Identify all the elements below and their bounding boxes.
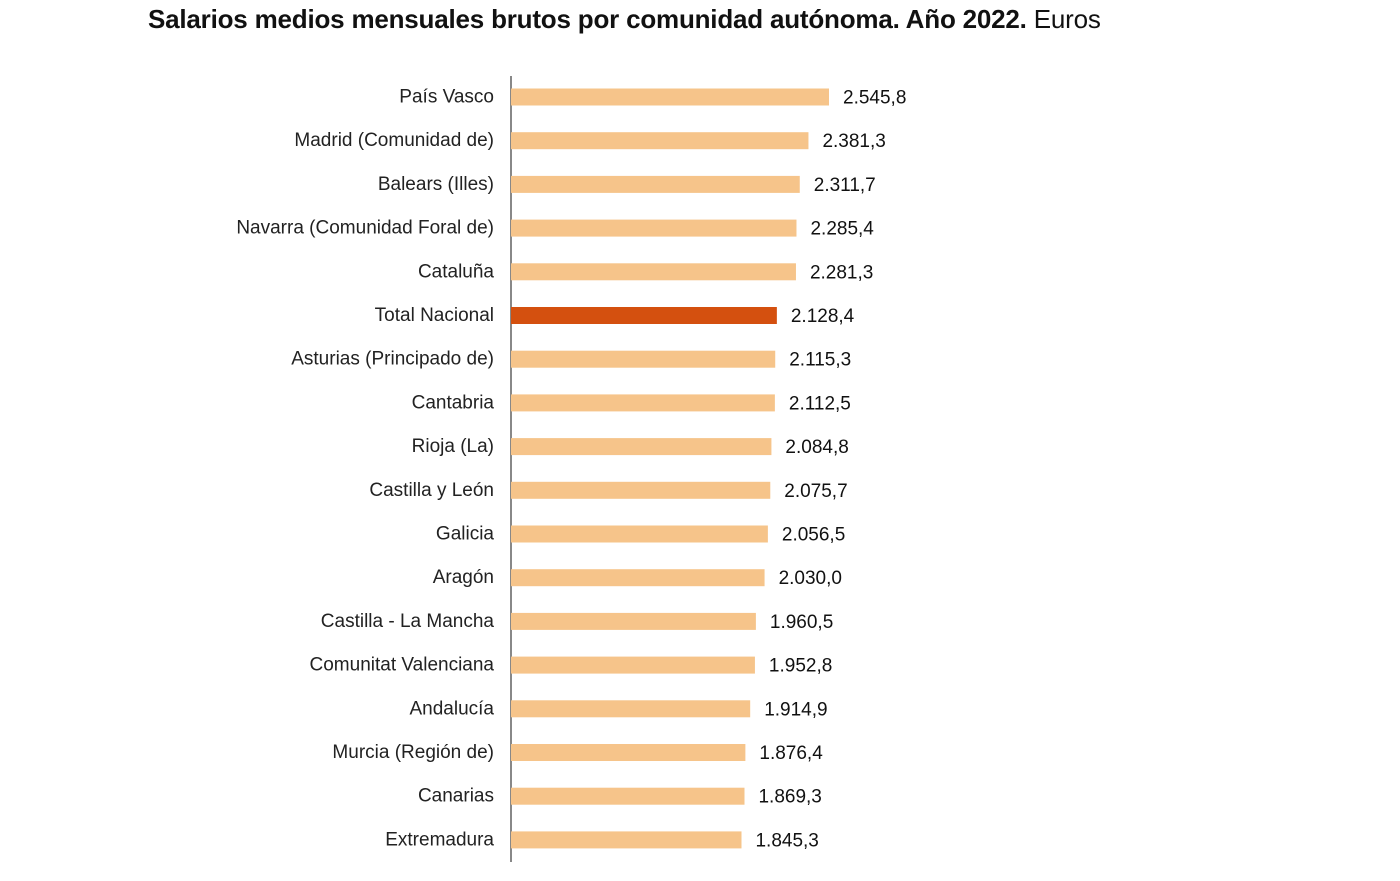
bar: [511, 612, 756, 630]
bar: [511, 219, 797, 237]
bar: [511, 656, 755, 674]
bar: [511, 744, 746, 761]
chart-title: Salarios medios mensuales brutos por com…: [148, 4, 1101, 35]
value-label: 2.030,0: [779, 568, 842, 589]
value-label: 2.084,8: [785, 437, 848, 458]
value-label: 2.075,7: [784, 481, 847, 502]
chart-title-unit: Euros: [1033, 4, 1101, 34]
category-label: Aragón: [433, 567, 494, 588]
value-label: 2.381,3: [822, 131, 885, 152]
category-label: Cataluña: [418, 261, 494, 282]
category-label: Castilla y León: [369, 480, 494, 501]
value-label: 1.869,3: [758, 787, 821, 808]
value-label: 1.876,4: [759, 743, 823, 764]
category-label: Galicia: [436, 524, 495, 545]
value-label: 1.914,9: [764, 699, 827, 720]
category-label: Murcia (Región de): [332, 742, 494, 763]
bar: [511, 263, 796, 281]
category-label: Cantabria: [412, 392, 495, 413]
bar-highlight: [511, 307, 777, 324]
category-label: País Vasco: [399, 87, 494, 108]
value-label: 1.952,8: [769, 656, 832, 677]
value-label: 2.112,5: [789, 393, 851, 414]
value-label: 2.056,5: [782, 525, 845, 546]
category-label: Andalucía: [409, 698, 494, 719]
value-label: 2.545,8: [843, 88, 906, 109]
bar: [511, 175, 800, 193]
value-label: 2.311,7: [814, 175, 876, 196]
category-label: Navarra (Comunidad Foral de): [236, 218, 494, 239]
value-label: 1.960,5: [770, 612, 833, 633]
bar: [511, 350, 776, 368]
bar: [511, 787, 745, 805]
value-label: 2.128,4: [791, 306, 855, 327]
chart-title-main: Salarios medios mensuales brutos por com…: [148, 4, 1027, 34]
bar: [511, 569, 765, 587]
bar: [511, 132, 809, 150]
category-label: Castilla - La Mancha: [321, 611, 495, 632]
category-label: Balears (Illes): [378, 174, 494, 195]
category-label: Rioja (La): [412, 436, 494, 457]
category-label: Extremadura: [385, 829, 494, 850]
bar: [511, 700, 751, 718]
category-label: Madrid (Comunidad de): [294, 130, 494, 151]
category-label: Total Nacional: [375, 305, 494, 326]
bar: [511, 831, 742, 849]
value-label: 2.115,3: [789, 350, 851, 371]
category-label: Asturias (Principado de): [291, 349, 494, 370]
value-label: 2.285,4: [810, 219, 874, 240]
value-label: 2.281,3: [810, 262, 873, 283]
bar: [511, 88, 829, 106]
value-label: 1.845,3: [755, 830, 818, 851]
bar: [511, 481, 771, 499]
bar: [511, 394, 775, 412]
category-label: Canarias: [418, 786, 494, 807]
bar: [511, 438, 772, 456]
bar: [511, 525, 768, 543]
category-label: Comunitat Valenciana: [310, 655, 495, 676]
